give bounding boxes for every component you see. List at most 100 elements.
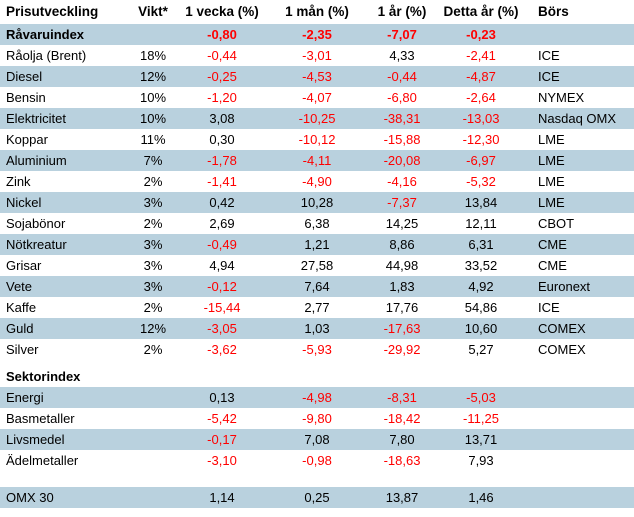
table-cell: 3%: [130, 234, 176, 255]
table-cell: ICE: [538, 300, 560, 315]
table-row-sektorindex: Sektorindex: [0, 366, 634, 387]
table-row-ädelmetaller: Ädelmetaller -3,10 -0,98 -18,63 7,93: [0, 450, 634, 471]
table-cell: 14,25: [385, 216, 419, 231]
table-cell: -4,11: [268, 150, 366, 171]
table-cell: -2,64: [466, 90, 496, 105]
table-cell: 2%: [143, 342, 163, 357]
table-cell: Nasdaq OMX: [524, 108, 634, 129]
row-label: Grisar: [6, 258, 42, 273]
table-cell: -5,32: [466, 174, 496, 189]
table-row-zink: Zink 2% -1,41 -4,90 -4,16 -5,32 LME: [0, 171, 634, 192]
table-header-row: Prisutveckling Vikt* 1 vecka (%) 1 mån (…: [0, 0, 634, 24]
table-cell: -8,31: [366, 387, 438, 408]
table-cell: -1,78: [176, 150, 268, 171]
table-cell: 4,33: [389, 48, 415, 63]
column-header-bors: Börs: [538, 4, 569, 19]
table-cell: -0,80: [176, 24, 268, 45]
table-cell: 44,98: [385, 258, 419, 273]
table-cell: 4,92: [438, 276, 524, 297]
table-row-aluminium: Aluminium 7% -1,78 -4,11 -20,08 -6,97 LME: [0, 150, 634, 171]
table-cell: -4,87: [438, 66, 524, 87]
row-label: Energi: [0, 387, 130, 408]
table-cell: [524, 366, 634, 387]
table-cell: -18,42: [383, 411, 421, 426]
table-row-nickel: Nickel 3% 0,42 10,28 -7,37 13,84 LME: [0, 192, 634, 213]
table-body: Råvaruindex -0,80 -2,35 -7,07 -0,23 Råolja (B…: [0, 24, 634, 508]
table-cell: -0,44: [366, 66, 438, 87]
table-cell: -18,63: [383, 453, 421, 468]
table-cell: [130, 487, 176, 508]
table-cell: 13,87: [366, 487, 438, 508]
table-cell: -12,30: [462, 132, 500, 147]
row-label: Elektricitet: [0, 108, 130, 129]
table-cell: LME: [538, 132, 565, 147]
row-label: Vete: [0, 276, 130, 297]
table-row-råolja-brent: Råolja (Brent) 18% -0,44 -3,01 4,33 -2,41 ICE: [0, 45, 634, 66]
table-cell: -0,12: [176, 276, 268, 297]
table-cell: 54,86: [464, 300, 498, 315]
column-header-prisutveckling: Prisutveckling: [6, 4, 99, 19]
table-cell: NYMEX: [538, 90, 585, 105]
table-cell: -4,53: [268, 66, 366, 87]
row-label: Sektorindex: [6, 369, 81, 384]
table-cell: 3,08: [176, 108, 268, 129]
table-cell: -15,88: [383, 132, 421, 147]
table-cell: -2,35: [268, 24, 366, 45]
row-label: Diesel: [0, 66, 130, 87]
table-cell: 1,14: [176, 487, 268, 508]
table-cell: -5,93: [302, 342, 332, 357]
table-row-grisar: Grisar 3% 4,94 27,58 44,98 33,52 CME: [0, 255, 634, 276]
table-cell: [130, 387, 176, 408]
table-cell: 10,28: [268, 192, 366, 213]
table-cell: -9,80: [302, 411, 332, 426]
column-header-1-ar: 1 år (%): [377, 4, 427, 19]
table-cell: -3,05: [176, 318, 268, 339]
table-cell: -15,44: [203, 300, 241, 315]
table-cell: 1,46: [438, 487, 524, 508]
table-cell: ICE: [538, 48, 560, 63]
table-cell: 17,76: [385, 300, 419, 315]
table-cell: 2%: [143, 216, 163, 231]
table-cell: -2,41: [466, 48, 496, 63]
row-label: Aluminium: [0, 150, 130, 171]
table-cell: [524, 487, 634, 508]
table-cell: -38,31: [366, 108, 438, 129]
table-cell: 0,30: [209, 132, 235, 147]
table-cell: 2,69: [209, 216, 235, 231]
table-cell: -5,03: [438, 387, 524, 408]
table-cell: 8,86: [366, 234, 438, 255]
table-cell: 11%: [140, 132, 166, 147]
row-label: Nickel: [0, 192, 130, 213]
table-row-diesel: Diesel 12% -0,25 -4,53 -0,44 -4,87 ICE: [0, 66, 634, 87]
table-cell: -4,07: [302, 90, 332, 105]
table-cell: COMEX: [524, 318, 634, 339]
table-cell: -1,20: [207, 90, 237, 105]
table-row-livsmedel: Livsmedel -0,17 7,08 7,80 13,71: [0, 429, 634, 450]
table-cell: 3%: [130, 276, 176, 297]
table-cell: 13,71: [438, 429, 524, 450]
table-cell: [268, 366, 366, 387]
table-row-bensin: Bensin 10% -1,20 -4,07 -6,80 -2,64 NYMEX: [0, 87, 634, 108]
table-cell: 12,11: [465, 216, 497, 231]
table-cell: LME: [524, 192, 634, 213]
table-cell: -10,12: [298, 132, 336, 147]
table-cell: 6,38: [304, 216, 330, 231]
spacer-cell: [0, 360, 634, 366]
table-cell: -6,80: [387, 90, 417, 105]
table-cell: -11,25: [463, 411, 499, 426]
table-cell: 7,64: [268, 276, 366, 297]
table-cell: -3,01: [302, 48, 332, 63]
table-cell: [524, 408, 634, 429]
table-cell: 3%: [130, 192, 176, 213]
row-label: Silver: [6, 342, 39, 357]
table-row-råvaruindex: Råvaruindex -0,80 -2,35 -7,07 -0,23: [0, 24, 634, 45]
table-cell: 0,13: [176, 387, 268, 408]
table-cell: Euronext: [524, 276, 634, 297]
table-cell: -13,03: [438, 108, 524, 129]
table-row-nötkreatur: Nötkreatur 3% -0,49 1,21 8,86 6,31 CME: [0, 234, 634, 255]
table-cell: ICE: [524, 66, 634, 87]
table-cell: CME: [524, 234, 634, 255]
table-cell: 10%: [139, 90, 167, 105]
table-cell: -10,25: [268, 108, 366, 129]
